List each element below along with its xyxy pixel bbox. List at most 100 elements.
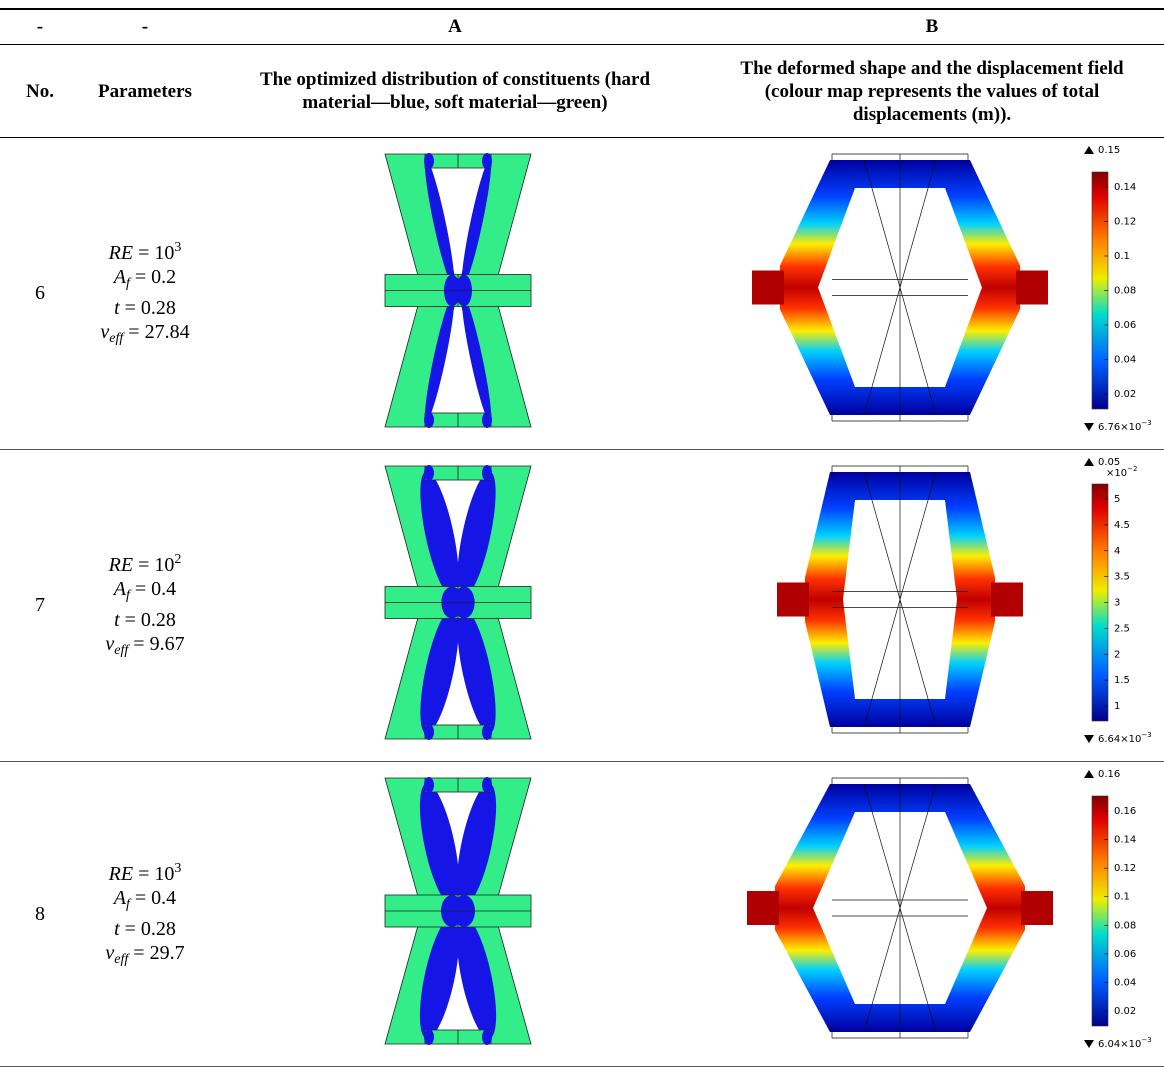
colorbar-tick-label: 0.1 xyxy=(1114,892,1130,903)
min-exp: −3 xyxy=(1141,731,1151,739)
distribution-figure xyxy=(210,762,700,1060)
figure-cell-a xyxy=(210,450,700,762)
colorbar-min: 6.76×10−3 xyxy=(1098,419,1152,433)
min-exp: −3 xyxy=(1141,1036,1151,1044)
colorbar-tick-label: 1.5 xyxy=(1114,675,1130,686)
row-number: 6 xyxy=(0,138,80,450)
hard-region xyxy=(482,777,492,793)
hard-region xyxy=(424,465,434,481)
header-cell: Parameters xyxy=(80,45,210,138)
parameter-part: eff xyxy=(114,643,128,658)
colorbar-max: 0.15 xyxy=(1098,145,1120,156)
parameter-part: A xyxy=(114,578,126,600)
parameter-part: = 29.7 xyxy=(128,942,184,964)
colorbar-tick-label: 0.12 xyxy=(1114,863,1136,874)
colorbar-tick-label: 3.5 xyxy=(1114,572,1130,583)
colorbar-tick-label: 0.04 xyxy=(1114,355,1136,366)
parameter-part: = 10 xyxy=(133,242,174,264)
table-body: - - A B No. Parameters The optimized dis… xyxy=(0,9,1164,1067)
parameter-part: RE xyxy=(109,554,133,576)
min-marker xyxy=(1084,423,1094,431)
colorbar-tick-label: 0.02 xyxy=(1114,1006,1136,1017)
hard-region xyxy=(482,465,492,481)
parameter: RE = 103 xyxy=(86,857,204,886)
parameter: t = 0.28 xyxy=(86,917,204,941)
results-table: - - A B No. Parameters The optimized dis… xyxy=(0,8,1164,1067)
max-marker xyxy=(1084,770,1094,778)
colorbar-tick-label: 0.02 xyxy=(1114,389,1136,400)
hard-region xyxy=(424,777,434,793)
colorbar-tick-label: 0.08 xyxy=(1114,920,1136,931)
multiplier-base: ×10 xyxy=(1106,468,1127,479)
colorbar-min: 6.64×10−3 xyxy=(1098,731,1152,745)
header-row: - - A B xyxy=(0,9,1164,45)
arm xyxy=(777,583,809,617)
colorbar-tick-label: 5 xyxy=(1114,494,1120,505)
header-cell: No. xyxy=(0,45,80,138)
parameter-part: = 10 xyxy=(133,554,174,576)
parameter-part: = 0.28 xyxy=(120,609,176,631)
max-marker xyxy=(1084,458,1094,466)
arm xyxy=(752,271,784,305)
colorbar-multiplier: ×10−2 xyxy=(1106,465,1137,479)
header-cell: A xyxy=(210,9,700,45)
row-number: 7 xyxy=(0,450,80,762)
distribution-figure xyxy=(210,450,700,755)
min-marker xyxy=(1084,735,1094,743)
colorbar-tick-label: 0.14 xyxy=(1114,835,1136,846)
colorbar-tick-label: 0.16 xyxy=(1114,806,1136,817)
parameter-part: A xyxy=(114,266,126,288)
distribution-figure xyxy=(210,138,700,443)
parameter: RE = 102 xyxy=(86,548,204,577)
colorbar-tick-label: 4 xyxy=(1114,546,1120,557)
parameter-part: = 0.4 xyxy=(130,887,176,909)
multiplier-exp: −2 xyxy=(1127,465,1137,473)
parameter-part: 3 xyxy=(174,861,181,876)
colorbar-tick-label: 4.5 xyxy=(1114,520,1130,531)
page: - - A B No. Parameters The optimized dis… xyxy=(0,8,1164,1056)
parameter: Af = 0.4 xyxy=(86,886,204,917)
parameter-part: ν xyxy=(100,321,109,343)
figure-cell-b: 0.160.020.040.060.080.10.120.140.166.04×… xyxy=(700,762,1164,1067)
hard-region xyxy=(482,412,492,428)
hard-region xyxy=(424,1029,434,1045)
parameter-part: 3 xyxy=(174,240,181,255)
colorbar-tick-label: 3 xyxy=(1114,598,1120,609)
max-marker xyxy=(1084,146,1094,154)
arm xyxy=(1021,891,1053,925)
parameter-part: = 27.84 xyxy=(123,321,189,343)
colorbar-tick-label: 2 xyxy=(1114,649,1120,660)
colorbar-tick-label: 0.06 xyxy=(1114,949,1136,960)
displacement-figure: 0.160.020.040.060.080.10.120.140.166.04×… xyxy=(700,762,1164,1060)
row-number: 8 xyxy=(0,762,80,1067)
parameter-part: eff xyxy=(114,952,128,967)
parameter: t = 0.28 xyxy=(86,608,204,632)
parameter: Af = 0.2 xyxy=(86,265,204,296)
arm xyxy=(991,583,1023,617)
colorbar-max: 0.16 xyxy=(1098,769,1120,780)
colorbar-tick-label: 0.12 xyxy=(1114,217,1136,228)
displacement-figure: 0.05×10−211.522.533.544.556.64×10−3 xyxy=(700,450,1164,755)
header-row: No. Parameters The optimized distributio… xyxy=(0,45,1164,138)
colorbar-tick-label: 0.06 xyxy=(1114,320,1136,331)
hard-region xyxy=(424,153,434,169)
colorbar-max: 0.05 xyxy=(1098,457,1120,468)
parameter-part: = 0.28 xyxy=(120,918,176,940)
parameter-part: = 0.4 xyxy=(130,578,176,600)
hard-region xyxy=(424,412,434,428)
min-base: 6.64×10 xyxy=(1098,734,1141,745)
parameter-part: = 9.67 xyxy=(128,633,184,655)
parameter: νeff = 9.67 xyxy=(86,632,204,663)
parameter-part: = 0.28 xyxy=(120,297,176,319)
min-exp: −3 xyxy=(1141,419,1151,427)
hard-region xyxy=(482,153,492,169)
header-cell: - xyxy=(0,9,80,45)
colorbar-tick-label: 0.1 xyxy=(1114,251,1130,262)
hard-region xyxy=(424,724,434,740)
parameter-part: = 10 xyxy=(133,863,174,885)
colorbar xyxy=(1092,796,1108,1026)
